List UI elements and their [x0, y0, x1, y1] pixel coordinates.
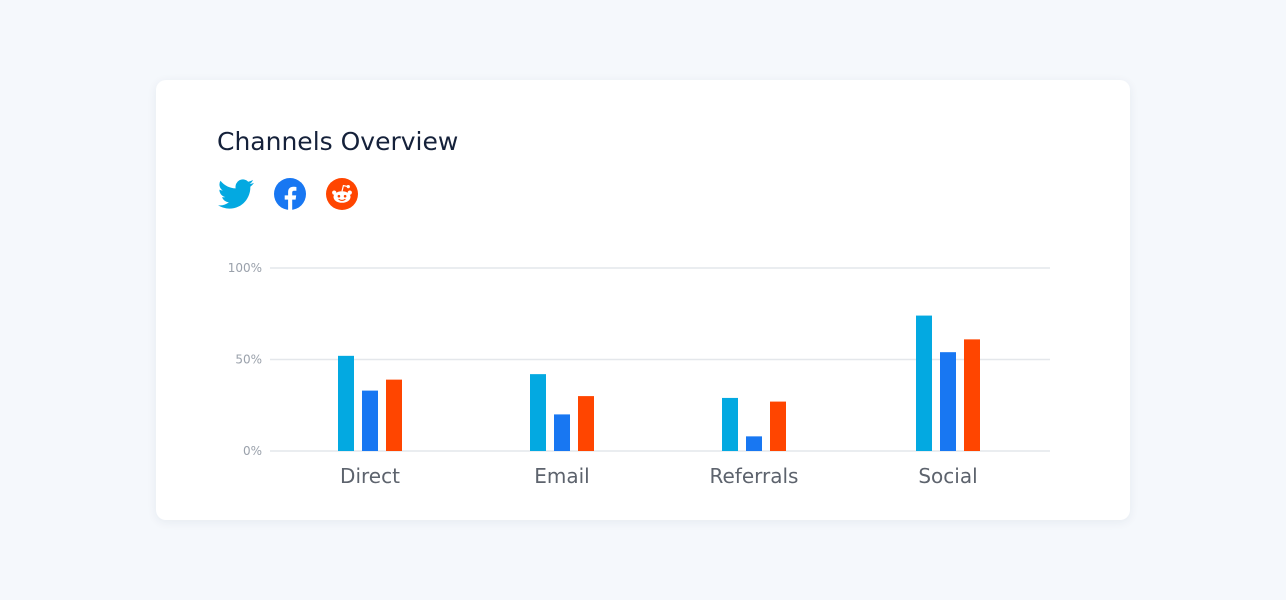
bar-email-2[interactable] — [554, 414, 570, 451]
bar-referrals-2[interactable] — [746, 436, 762, 451]
channels-bar-chart: 0% 50% 100% Direct Email Referrals Social — [216, 250, 1076, 500]
x-category-label: Referrals — [710, 464, 799, 488]
y-tick-label: 50% — [235, 353, 262, 367]
chart-svg: 0% 50% 100% Direct Email Referrals Social — [228, 261, 1050, 488]
bar-referrals-3[interactable] — [770, 401, 786, 451]
bar-social-1[interactable] — [916, 315, 932, 451]
bar-email-3[interactable] — [578, 396, 594, 451]
channels-overview-card: Channels Overview — [156, 80, 1130, 520]
card-title: Channels Overview — [217, 127, 459, 156]
x-category-label: Email — [534, 464, 590, 488]
y-tick-label: 100% — [228, 261, 262, 275]
bar-social-2[interactable] — [940, 352, 956, 451]
bar-direct-3[interactable] — [386, 379, 402, 451]
bar-email-1[interactable] — [530, 374, 546, 451]
x-category-label: Social — [918, 464, 977, 488]
bar-social-3[interactable] — [964, 339, 980, 451]
x-category-label: Direct — [340, 464, 400, 488]
bar-direct-2[interactable] — [362, 390, 378, 451]
bar-direct-1[interactable] — [338, 355, 354, 451]
bar-referrals-1[interactable] — [722, 397, 738, 451]
reddit-icon[interactable] — [325, 176, 361, 212]
twitter-icon[interactable] — [217, 176, 254, 212]
y-tick-label: 0% — [243, 444, 262, 458]
facebook-icon[interactable] — [273, 176, 309, 212]
